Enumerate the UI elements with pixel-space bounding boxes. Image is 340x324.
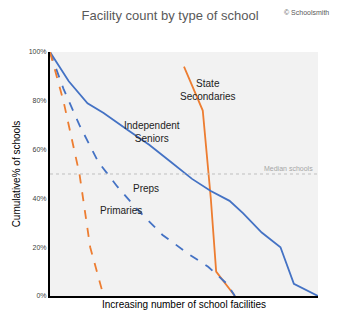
svg-text:IndependentSeniors: IndependentSeniors xyxy=(124,120,180,144)
svg-text:80%: 80% xyxy=(33,97,47,104)
svg-text:Median schools: Median schools xyxy=(264,165,313,172)
svg-text:Cumulative% of schools: Cumulative% of schools xyxy=(11,121,22,228)
svg-text:Facility count by type of scho: Facility count by type of school xyxy=(81,8,258,23)
svg-text:Primaries: Primaries xyxy=(100,205,142,216)
svg-text:Preps: Preps xyxy=(133,183,159,194)
svg-text:Increasing number of school fa: Increasing number of school facilities xyxy=(102,299,266,310)
svg-text:0%: 0% xyxy=(36,292,46,299)
svg-text:20%: 20% xyxy=(33,244,47,251)
svg-text:100%: 100% xyxy=(29,48,47,55)
svg-text:StateSecondaries: StateSecondaries xyxy=(180,78,236,102)
svg-text:40%: 40% xyxy=(33,195,47,202)
svg-text:© Schoolsmith: © Schoolsmith xyxy=(284,9,329,16)
svg-text:60%: 60% xyxy=(33,146,47,153)
